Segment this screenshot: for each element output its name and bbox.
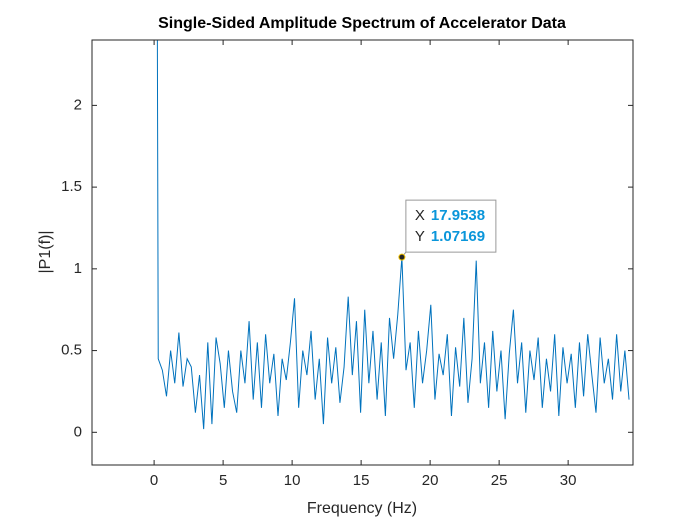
chart-title: Single-Sided Amplitude Spectrum of Accel… [158,15,566,32]
datatip: X 17.9538 Y 1.07169 [398,199,497,261]
spectrum-line [156,40,630,430]
y-axis-label: |P1(f)| [37,231,54,274]
x-tick-label: 15 [353,472,370,489]
datatip-y-label: Y [415,228,425,245]
y-tick-label: 1 [74,260,82,277]
y-tick-label: 0 [74,423,82,440]
datatip-x-label: X [415,207,425,224]
x-tick-label: 5 [219,472,227,489]
datatip-box [405,199,497,253]
datatip-x-value: 17.9538 [431,207,485,224]
x-tick-label: 25 [491,472,508,489]
y-tick-label: 1.5 [61,178,82,195]
x-tick-label: 0 [150,472,158,489]
datatip-y-value: 1.07169 [431,228,485,245]
plot-area [156,40,630,430]
x-tick-label: 10 [284,472,301,489]
ticks: 0 5 10 15 20 25 30 0 0.5 1 1.5 2 [61,40,633,489]
y-tick-label: 2 [74,96,82,113]
axes-box [91,39,634,466]
x-axis-label: Frequency (Hz) [307,500,417,517]
y-tick-label: 0.5 [61,342,82,359]
datatip-marker [398,253,406,261]
x-tick-label: 20 [422,472,439,489]
x-tick-label: 30 [560,472,577,489]
